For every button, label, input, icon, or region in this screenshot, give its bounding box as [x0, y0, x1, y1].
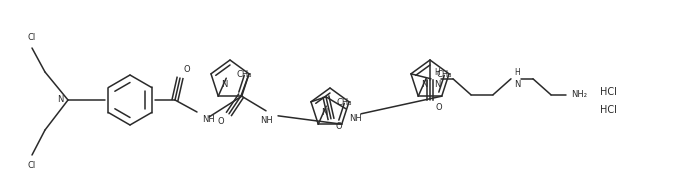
Text: O: O [435, 104, 442, 113]
Text: O: O [336, 122, 343, 131]
Text: HCl: HCl [600, 105, 617, 115]
Text: NH: NH [259, 116, 272, 125]
Text: Cl: Cl [28, 34, 36, 43]
Text: H: H [514, 68, 519, 77]
Text: NH: NH [349, 114, 362, 123]
Text: N: N [514, 80, 520, 89]
Text: NH: NH [202, 115, 215, 124]
Text: N: N [421, 80, 428, 89]
Text: H: H [434, 68, 440, 77]
Text: Cl: Cl [28, 160, 36, 169]
Text: HCl: HCl [600, 87, 617, 97]
Text: O: O [217, 117, 224, 126]
Text: N: N [321, 108, 327, 117]
Text: CH₃: CH₃ [236, 70, 252, 79]
Text: NH₂: NH₂ [571, 90, 587, 99]
Text: N: N [222, 80, 228, 89]
Text: O: O [183, 66, 190, 74]
Text: CH₃: CH₃ [436, 70, 452, 79]
Text: CH₃: CH₃ [336, 98, 352, 107]
Text: N: N [58, 96, 64, 105]
Text: N: N [434, 80, 440, 89]
